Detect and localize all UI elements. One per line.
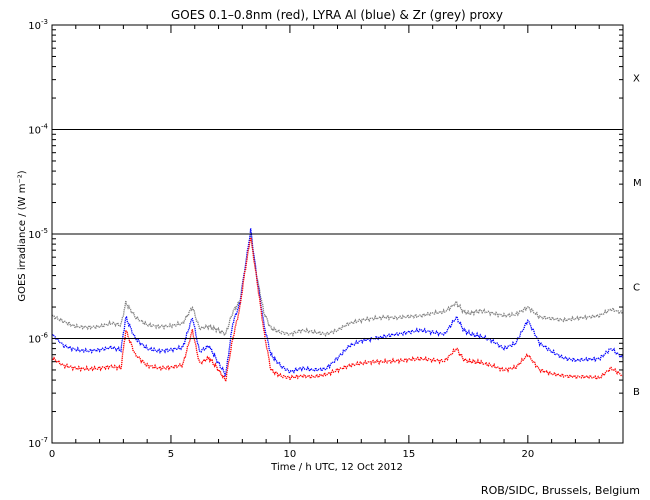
- flare-class-label: X: [633, 73, 640, 84]
- x-tick-label: 0: [49, 449, 55, 460]
- flare-class-label: B: [633, 387, 640, 398]
- x-tick-label: 10: [284, 449, 297, 460]
- series-line-2: [51, 235, 624, 382]
- flare-class-label: M: [633, 178, 642, 189]
- chart-title: GOES 0.1–0.8nm (red), LYRA Al (blue) & Z…: [171, 8, 503, 22]
- series-line-0: [51, 234, 624, 338]
- y-tick-label: 10-7: [28, 436, 48, 450]
- y-axis-label: GOES irradiance / (W m⁻²): [17, 170, 28, 301]
- flare-class-label: C: [633, 282, 640, 293]
- x-axis-label: Time / h UTC, 12 Oct 2012: [270, 462, 403, 473]
- x-tick-label: 15: [403, 449, 416, 460]
- x-tick-label: 20: [521, 449, 534, 460]
- x-tick-label: 5: [168, 449, 174, 460]
- series-line-1: [51, 228, 624, 377]
- y-tick-label: 10-6: [28, 332, 48, 346]
- y-tick-label: 10-5: [28, 227, 48, 241]
- y-tick-label: 10-4: [28, 123, 48, 137]
- credit-text: ROB/SIDC, Brussels, Belgium: [481, 484, 640, 497]
- plot-area: 0 5 10 15 20 10-7 10-6 10-5 10-4 10-3 X M C B: [28, 18, 641, 460]
- y-tick-label: 10-3: [28, 18, 48, 32]
